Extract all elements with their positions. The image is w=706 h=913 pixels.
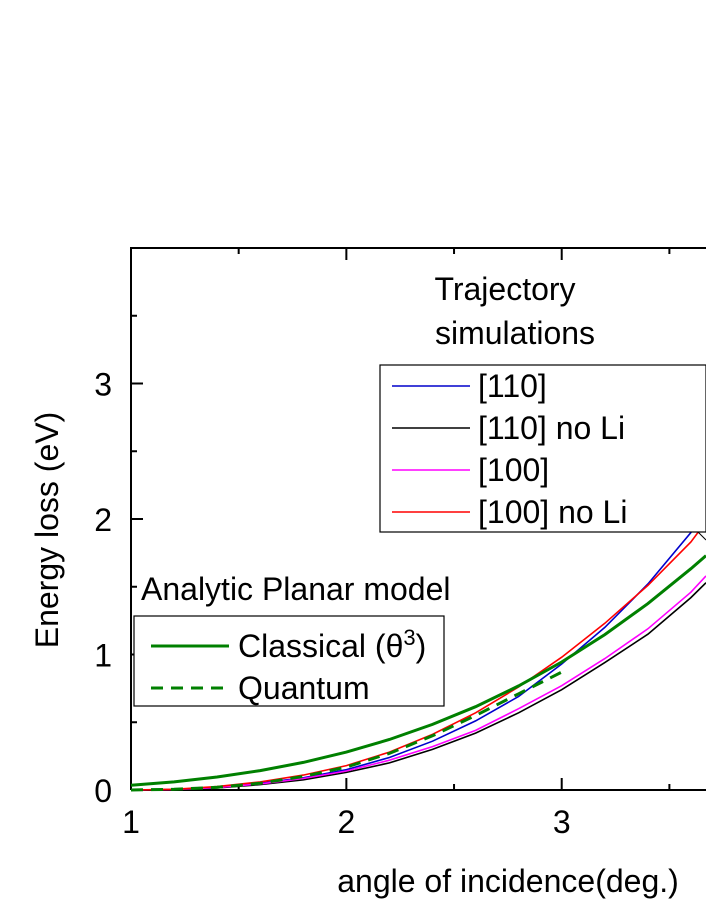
- series-line-1-0: [130, 554, 706, 787]
- legend-entry-label: [110] no Li: [478, 410, 625, 446]
- legend-entry-label: Quantum: [238, 670, 370, 706]
- legend-analytic-entries: Classical (θ3) Quantum: [151, 625, 426, 706]
- legend-title-trajectory-line2: simulations: [435, 315, 595, 351]
- x-tick-label: 3: [553, 804, 571, 840]
- legend-trajectory-entries: [110] [110] no Li [100] [100] no Li: [392, 368, 627, 530]
- y-axis-label: Energy loss (eV): [29, 412, 65, 649]
- legend-box-analytic: [133, 615, 445, 707]
- y-tick-label: 1: [94, 638, 112, 674]
- curves: [130, 505, 706, 792]
- series-line-1-1: [130, 670, 563, 792]
- x-tick-label: 1: [122, 804, 140, 840]
- x-tick-label: 2: [337, 804, 355, 840]
- x-axis-label: angle of incidence(deg.): [337, 863, 679, 899]
- y-tick-label: 3: [94, 367, 112, 403]
- legend-title-trajectory-line1: Trajectory: [434, 271, 575, 307]
- y-tick-label: 2: [94, 502, 112, 538]
- legend-box-trajectory: [379, 364, 706, 533]
- legend-superscript: 3: [403, 625, 415, 650]
- legend-entry-label: [100] no Li: [478, 494, 627, 530]
- legend-entry-label: [110]: [478, 368, 547, 404]
- y-tick-label: 0: [94, 773, 112, 809]
- legend-entry-label: [100]: [478, 452, 549, 488]
- legend-entry-label: Classical (θ3): [238, 625, 426, 664]
- legend-suffix: ): [416, 628, 427, 664]
- legend-title-analytic: Analytic Planar model: [141, 571, 450, 607]
